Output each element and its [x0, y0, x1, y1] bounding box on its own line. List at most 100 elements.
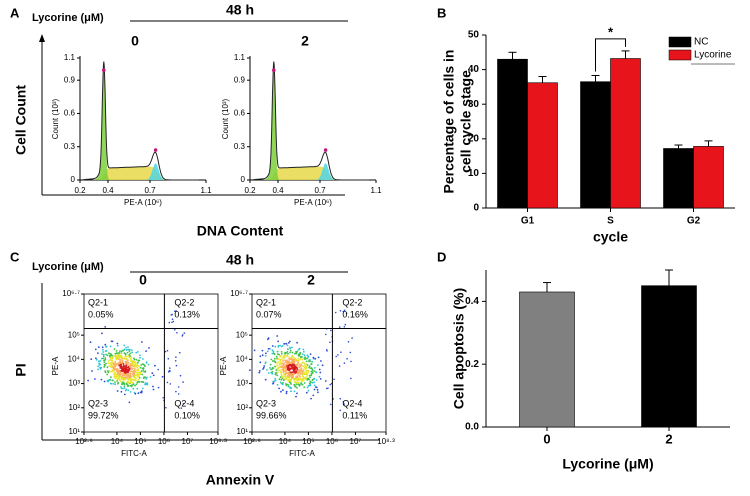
event-dot: [303, 366, 306, 369]
event-dot: [299, 372, 302, 374]
event-dot: [118, 364, 121, 367]
event-dot: [284, 360, 287, 363]
event-dot: [306, 386, 309, 389]
event-dot: [325, 387, 328, 390]
event-dot: [274, 379, 277, 382]
event-dot: [134, 364, 137, 366]
event-dot: [302, 369, 305, 372]
event-dot: [318, 368, 321, 371]
event-dot: [132, 376, 135, 379]
event-dot: [177, 386, 180, 388]
event-dot: [127, 381, 130, 384]
x-tick-label: 2: [665, 431, 672, 446]
event-dot: [307, 389, 310, 392]
event-dot: [266, 369, 268, 371]
event-dot: [337, 354, 339, 356]
event-dot: [277, 369, 279, 371]
event-dot: [139, 356, 141, 359]
event-dot: [294, 352, 296, 355]
event-dot: [277, 366, 280, 369]
event-dot: [126, 369, 129, 372]
event-dot: [291, 356, 294, 358]
event-dot: [276, 371, 279, 374]
event-dot: [281, 383, 284, 386]
event-dot: [144, 382, 147, 385]
event-dot: [309, 376, 311, 379]
event-dot: [347, 341, 350, 343]
panel-letter: A: [10, 5, 20, 20]
event-dot: [292, 369, 295, 372]
event-dot: [297, 369, 300, 371]
event-dot: [108, 362, 110, 364]
event-dot: [274, 372, 277, 374]
event-dot: [144, 376, 147, 379]
event-dot: [303, 386, 306, 388]
event-dot: [311, 381, 314, 384]
event-dot: [107, 370, 109, 372]
event-dot: [275, 355, 278, 358]
event-dot: [297, 357, 300, 360]
histogram-area: [91, 163, 178, 180]
bar: [663, 148, 694, 209]
event-dot: [285, 392, 288, 395]
y-tick-label: 0.2: [465, 359, 479, 370]
event-dot: [133, 358, 136, 361]
event-dot: [112, 382, 115, 385]
event-dot: [276, 362, 278, 364]
event-dot: [130, 370, 133, 373]
time-label: 48 h: [226, 2, 254, 18]
event-dot: [304, 356, 307, 359]
event-dot: [113, 374, 116, 377]
event-dot: [140, 364, 143, 366]
quadrant-value: 0.10%: [174, 410, 200, 420]
event-dot: [175, 364, 178, 367]
event-dot: [303, 362, 306, 365]
x-tick-label: G2: [687, 216, 701, 227]
event-dot: [311, 360, 313, 363]
event-dot: [110, 353, 113, 356]
event-dot: [287, 385, 290, 388]
x-tick-label: 10⁴: [279, 437, 292, 446]
event-dot: [291, 346, 293, 349]
event-dot: [136, 366, 139, 369]
time-label: 48 h: [226, 252, 254, 268]
quadrant-value: 0.16%: [342, 309, 368, 319]
event-dot: [147, 363, 150, 366]
event-dot: [288, 381, 291, 384]
y-tick-label: 1.1: [64, 53, 76, 62]
event-dot: [179, 374, 182, 377]
event-dot: [306, 364, 309, 366]
event-dot: [315, 386, 318, 389]
event-dot: [130, 349, 133, 351]
event-dot: [278, 378, 281, 381]
event-dot: [307, 356, 309, 359]
event-dot: [121, 377, 123, 379]
event-dot: [95, 358, 98, 361]
event-dot: [120, 350, 123, 353]
event-dot: [279, 381, 282, 384]
event-dot: [286, 368, 289, 371]
event-dot: [104, 359, 107, 361]
event-dot: [135, 379, 137, 382]
event-dot: [130, 361, 133, 364]
x-tick-label: 0.7: [144, 186, 156, 195]
event-dot: [124, 353, 127, 356]
histogram-outline: [252, 61, 369, 181]
event-dot: [109, 370, 111, 373]
event-dot: [313, 388, 316, 391]
event-dot: [135, 374, 138, 376]
plot-title: 2: [307, 272, 315, 288]
event-dot: [175, 390, 177, 393]
event-dot: [116, 342, 119, 345]
event-dot: [90, 358, 93, 361]
y-axis-title: cell cycle stage: [458, 70, 474, 173]
event-dot: [265, 352, 267, 355]
event-dot: [307, 371, 310, 373]
event-dot: [308, 365, 311, 367]
event-dot: [127, 385, 129, 388]
event-dot: [309, 380, 312, 383]
event-dot: [294, 380, 296, 383]
event-dot: [294, 371, 297, 374]
event-dot: [299, 369, 302, 372]
event-dot: [263, 365, 266, 367]
